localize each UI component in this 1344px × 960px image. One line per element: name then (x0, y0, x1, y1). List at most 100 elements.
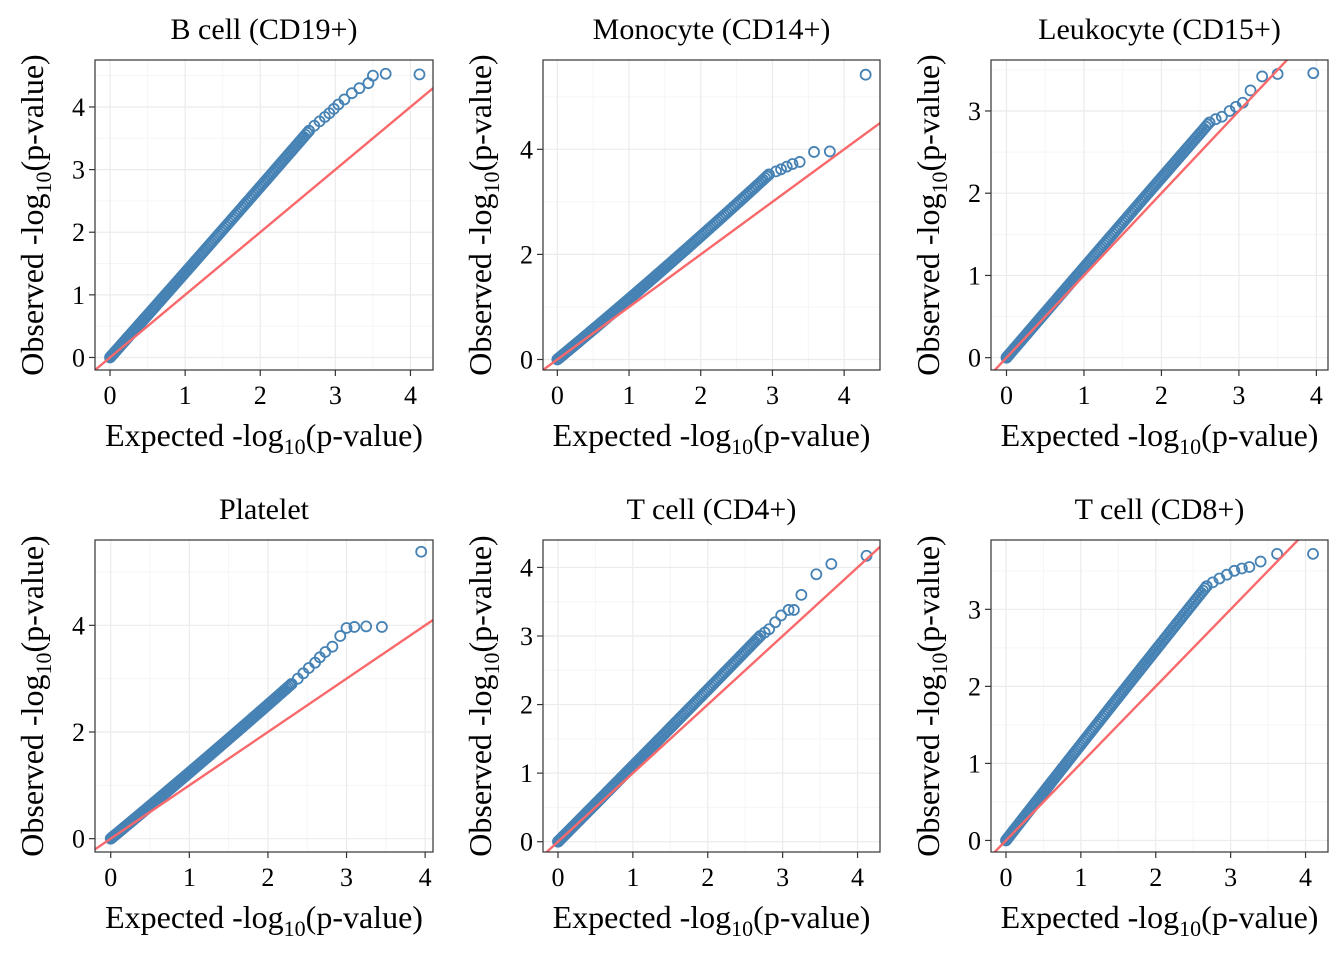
y-tick-label: 0 (72, 343, 85, 372)
data-point (769, 616, 782, 629)
reference-line (543, 121, 880, 370)
x-tick-label: 2 (694, 381, 707, 410)
y-tick-label: 0 (520, 345, 533, 374)
panel-border (542, 539, 881, 853)
y-tick-label: 3 (968, 595, 981, 624)
y-tick-label: 4 (520, 553, 533, 582)
panel-title: Leukocyte (CD15+) (1038, 13, 1281, 46)
x-tick-label: 1 (1074, 863, 1087, 892)
y-tick-label: 2 (72, 218, 85, 247)
data-point (762, 168, 775, 181)
y-axis-title-subscript: 10 (479, 172, 504, 194)
y-axis-title-suffix: (p-value) (462, 535, 498, 652)
data-point (795, 588, 808, 601)
data-points (552, 549, 873, 848)
x-tick-label: 2 (1155, 381, 1168, 410)
y-tick-label: 0 (968, 344, 981, 373)
y-tick-label: 2 (520, 691, 533, 720)
x-tick-label: 0 (551, 381, 564, 410)
y-axis-title-suffix: (p-value) (462, 54, 498, 171)
x-axis-title-subscript: 10 (731, 434, 753, 459)
x-tick-label: 2 (261, 863, 274, 892)
y-tick-label: 2 (968, 672, 981, 701)
x-tick-label: 1 (1077, 381, 1090, 410)
data-point (780, 160, 793, 173)
panel-background (991, 540, 1328, 852)
y-axis-title-text: Observed -log (14, 675, 50, 857)
x-tick-label: 3 (340, 863, 353, 892)
x-tick-label: 3 (1224, 863, 1237, 892)
y-axis-title-subscript: 10 (31, 172, 56, 194)
x-axis-title-suffix: (p-value) (1201, 899, 1318, 935)
x-axis-title: Expected -log10(p-value) (105, 417, 423, 459)
x-axis-title-suffix: (p-value) (753, 417, 870, 453)
panel-title: T cell (CD8+) (1075, 493, 1245, 526)
data-point (750, 633, 763, 646)
y-axis-title: Observed -log10(p-value) (910, 54, 952, 375)
x-tick-label: 3 (1232, 381, 1245, 410)
data-point (282, 680, 295, 693)
data-point (825, 558, 838, 570)
x-axis-title-subscript: 10 (284, 434, 306, 459)
panel-border (94, 59, 434, 371)
x-axis-title-suffix: (p-value) (306, 899, 423, 935)
panel-border (990, 59, 1329, 371)
data-point (1200, 580, 1213, 593)
x-tick-label: 2 (254, 381, 267, 410)
data-point (338, 93, 351, 106)
y-axis-title: Observed -log10(p-value) (462, 54, 504, 375)
panel-title: Monocyte (CD14+) (593, 13, 831, 46)
x-axis-title-subscript: 10 (1179, 916, 1201, 941)
y-tick-label: 4 (72, 611, 85, 640)
y-tick-label: 0 (520, 828, 533, 857)
y-tick-label: 0 (72, 825, 85, 854)
x-tick-label: 0 (551, 863, 564, 892)
y-tick-label: 1 (72, 281, 85, 310)
x-tick-label: 0 (1000, 381, 1013, 410)
y-tick-label: 4 (72, 93, 85, 122)
x-axis-title-subscript: 10 (731, 916, 753, 941)
x-axis-title-suffix: (p-value) (753, 899, 870, 935)
data-point (360, 620, 373, 633)
data-point (367, 69, 379, 82)
x-tick-label: 4 (419, 863, 432, 892)
x-tick-label: 0 (104, 863, 117, 892)
data-point (415, 545, 428, 558)
y-tick-label: 2 (72, 718, 85, 747)
y-tick-label: 2 (520, 240, 533, 269)
y-axis-title-text: Observed -log (910, 194, 946, 376)
y-tick-label: 0 (968, 826, 981, 855)
x-tick-label: 4 (1310, 381, 1323, 410)
data-point (775, 609, 788, 622)
x-tick-label: 1 (179, 381, 192, 410)
data-point (823, 145, 836, 158)
data-point (859, 68, 872, 81)
data-point (413, 68, 426, 81)
y-tick-label: 1 (968, 261, 981, 290)
y-axis-title: Observed -log10(p-value) (910, 535, 952, 856)
reference-line (993, 540, 1300, 852)
y-tick-label: 1 (520, 759, 533, 788)
x-axis-title-text: Expected -log (105, 899, 284, 935)
data-points (551, 68, 872, 366)
data-point (1256, 70, 1269, 83)
y-axis-title: Observed -log10(p-value) (14, 535, 56, 856)
y-axis-title-subscript: 10 (927, 653, 952, 675)
x-tick-label: 3 (776, 863, 789, 892)
data-point (763, 623, 776, 636)
data-point (348, 621, 361, 633)
y-axis-title-subscript: 10 (31, 653, 56, 675)
data-point (353, 82, 366, 95)
data-point (1307, 547, 1319, 560)
data-point (793, 156, 806, 168)
x-tick-label: 0 (104, 381, 117, 410)
data-point (775, 163, 787, 176)
x-axis-title-text: Expected -log (1001, 417, 1180, 453)
x-tick-label: 3 (329, 381, 342, 410)
data-point (1198, 582, 1211, 595)
x-axis-title-suffix: (p-value) (1201, 417, 1318, 453)
y-axis-title-subscript: 10 (927, 172, 952, 194)
x-tick-label: 1 (626, 863, 639, 892)
reference-line (95, 86, 433, 370)
